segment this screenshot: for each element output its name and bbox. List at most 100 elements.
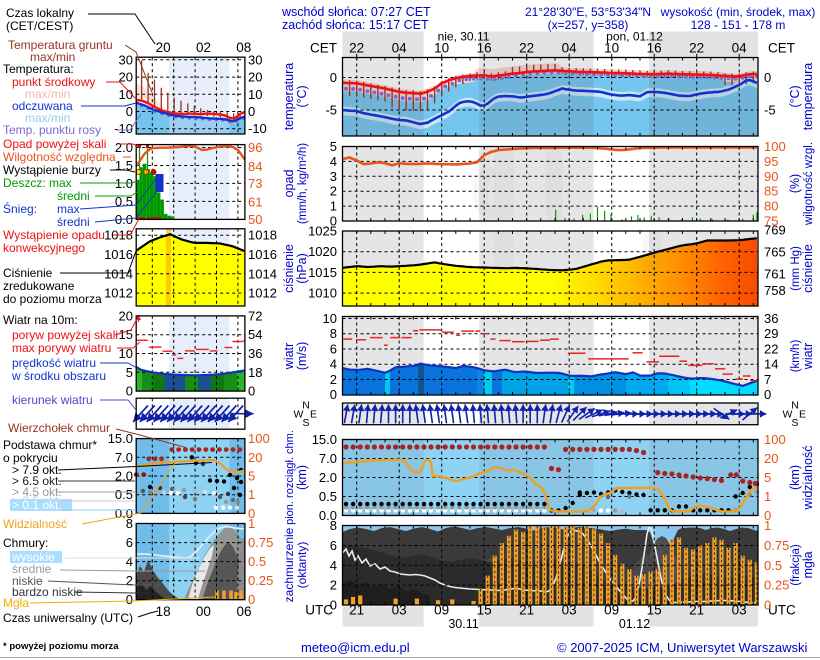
svg-text:21°28'30"E, 53°53'34"N: 21°28'30"E, 53°53'34"N: [525, 5, 651, 19]
svg-text:1012: 1012: [104, 286, 133, 301]
svg-text:ciśnienie: ciśnienie: [801, 244, 815, 293]
svg-text:0: 0: [764, 598, 771, 613]
svg-text:temperatura: temperatura: [282, 63, 296, 130]
svg-text:5: 5: [330, 139, 337, 154]
svg-text:> 0.1 okt.: > 0.1 okt.: [12, 498, 62, 512]
svg-text:punkt środkowy: punkt środkowy: [12, 75, 95, 89]
svg-text:75: 75: [764, 214, 778, 229]
svg-text:18: 18: [248, 365, 262, 380]
svg-text:4: 4: [126, 554, 133, 569]
svg-text:ciśnienie: ciśnienie: [282, 244, 296, 293]
svg-text:w środku obszaru: w środku obszaru: [11, 369, 106, 383]
svg-text:84: 84: [248, 159, 262, 174]
svg-text:do poziomu morza: do poziomu morza: [3, 292, 102, 306]
svg-text:0.5: 0.5: [248, 554, 266, 569]
svg-text:1025: 1025: [308, 224, 337, 239]
svg-text:(%): (%): [788, 174, 802, 193]
svg-text:0: 0: [248, 104, 255, 119]
svg-text:wschód słońca: 07:27 CET: wschód słońca: 07:27 CET: [281, 5, 431, 19]
svg-text:2: 2: [330, 184, 337, 199]
svg-text:(°C): (°C): [788, 85, 802, 107]
svg-text:20: 20: [119, 308, 133, 323]
svg-text:zachód słońca: 15:17 CET: zachód słońca: 15:17 CET: [282, 18, 429, 32]
svg-text:100: 100: [248, 431, 270, 446]
svg-text:meteo@icm.edu.pl: meteo@icm.edu.pl: [301, 640, 410, 655]
svg-text:20: 20: [764, 451, 778, 466]
svg-text:> 7.9 okt.: > 7.9 okt.: [12, 463, 62, 477]
svg-text:20: 20: [119, 70, 133, 85]
svg-text:0: 0: [330, 214, 337, 229]
svg-text:4: 4: [330, 357, 337, 372]
svg-text:Deszcz: max: Deszcz: max: [3, 176, 72, 190]
svg-text:6: 6: [330, 538, 337, 553]
svg-text:96: 96: [248, 140, 262, 155]
svg-text:16: 16: [647, 41, 662, 56]
svg-text:30.11: 30.11: [448, 617, 478, 631]
svg-text:> 6.5 okt.: > 6.5 okt.: [12, 474, 62, 488]
svg-text:0.75: 0.75: [248, 535, 273, 550]
svg-text:7.0: 7.0: [319, 451, 337, 466]
svg-text:-10: -10: [114, 121, 133, 136]
svg-text:15.0: 15.0: [312, 432, 337, 447]
svg-text:72: 72: [248, 308, 262, 323]
svg-text:1015: 1015: [308, 265, 337, 280]
svg-text:1: 1: [764, 489, 771, 504]
svg-text:0: 0: [248, 506, 255, 521]
svg-text:0.0: 0.0: [319, 508, 337, 523]
svg-text:22: 22: [764, 342, 778, 357]
svg-text:21: 21: [689, 603, 704, 618]
svg-text:max: max: [57, 202, 80, 216]
svg-text:(x=257, y=358): (x=257, y=358): [548, 18, 629, 32]
svg-text:2: 2: [330, 578, 337, 593]
svg-text:© 2007-2025 ICM, Uniwersytet W: © 2007-2025 ICM, Uniwersytet Warszawski: [557, 640, 808, 655]
svg-text:1016: 1016: [248, 247, 277, 262]
svg-text:opad: opad: [282, 170, 296, 198]
svg-text:(hPa): (hPa): [295, 253, 309, 284]
svg-text:50: 50: [248, 212, 262, 227]
svg-text:2: 2: [126, 573, 133, 588]
svg-text:pion. rozciągł. chm.: pion. rozciągł. chm.: [284, 430, 296, 525]
svg-text:4: 4: [330, 558, 337, 573]
svg-text:90: 90: [764, 169, 778, 184]
svg-text:o pokryciu: o pokryciu: [3, 451, 58, 465]
svg-text:(km): (km): [295, 465, 309, 490]
svg-text:S: S: [302, 417, 309, 429]
svg-text:wysokość (min, środek, max): wysokość (min, środek, max): [660, 5, 816, 19]
svg-text:1010: 1010: [308, 286, 337, 301]
svg-text:20: 20: [248, 70, 262, 85]
svg-text:średnie: średnie: [12, 562, 52, 576]
svg-text:128 - 151 - 178 m: 128 - 151 - 178 m: [691, 18, 786, 32]
svg-text:> 4.5 okt.: > 4.5 okt.: [12, 485, 62, 499]
svg-text:03: 03: [562, 603, 577, 618]
svg-text:Ciśnienie: Ciśnienie: [3, 266, 53, 280]
svg-text:E: E: [310, 409, 317, 421]
svg-text:1: 1: [764, 518, 771, 533]
svg-text:769: 769: [764, 222, 786, 237]
svg-text:0.5: 0.5: [319, 489, 337, 504]
svg-text:Temp. punktu rosy: Temp. punktu rosy: [3, 123, 101, 137]
svg-text:761: 761: [764, 267, 786, 282]
svg-text:09: 09: [434, 603, 449, 618]
svg-text:30: 30: [248, 52, 262, 67]
svg-text:Opad powyżej skali: Opad powyżej skali: [3, 137, 106, 151]
svg-text:Mgła: Mgła: [3, 596, 29, 610]
svg-text:W: W: [294, 409, 304, 421]
svg-text:2.0: 2.0: [115, 140, 133, 155]
svg-text:Chmury:: Chmury:: [3, 536, 48, 550]
svg-text:1: 1: [248, 516, 255, 531]
svg-text:max/min: max/min: [25, 111, 70, 125]
svg-text:0.5: 0.5: [764, 558, 782, 573]
svg-text:0: 0: [126, 104, 133, 119]
svg-text:36: 36: [764, 311, 778, 326]
svg-text:zachmurzenie: zachmurzenie: [282, 527, 296, 602]
svg-text:max/min: max/min: [30, 50, 75, 64]
svg-text:Wierzchołek chmur: Wierzchołek chmur: [8, 421, 110, 435]
svg-text:0: 0: [330, 387, 337, 402]
svg-text:54: 54: [248, 327, 262, 342]
svg-text:10: 10: [434, 41, 449, 56]
svg-text:CET: CET: [310, 41, 337, 56]
svg-text:wiatr: wiatr: [282, 343, 296, 370]
svg-text:odczuwana: odczuwana: [12, 99, 73, 113]
svg-text:W: W: [783, 409, 793, 421]
svg-text:03: 03: [732, 603, 747, 618]
